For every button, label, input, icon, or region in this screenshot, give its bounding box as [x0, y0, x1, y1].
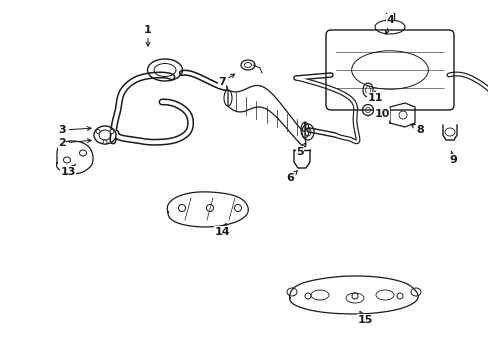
Text: 4: 4	[385, 15, 393, 34]
Text: 12: 12	[0, 359, 1, 360]
Text: 11: 11	[366, 91, 382, 103]
Text: 3: 3	[58, 125, 91, 135]
Text: 7: 7	[218, 74, 234, 87]
Text: 2: 2	[58, 138, 91, 148]
Text: 14: 14	[214, 224, 229, 237]
Text: 10: 10	[373, 109, 389, 119]
Ellipse shape	[103, 140, 107, 144]
Text: 5: 5	[296, 143, 305, 157]
Text: 15: 15	[357, 311, 372, 325]
Text: 13: 13	[60, 165, 76, 177]
Text: 1: 1	[144, 25, 152, 46]
Text: 8: 8	[410, 124, 423, 135]
Text: 9: 9	[448, 152, 456, 165]
Ellipse shape	[110, 130, 114, 134]
Ellipse shape	[96, 130, 100, 134]
Text: 6: 6	[285, 171, 297, 183]
